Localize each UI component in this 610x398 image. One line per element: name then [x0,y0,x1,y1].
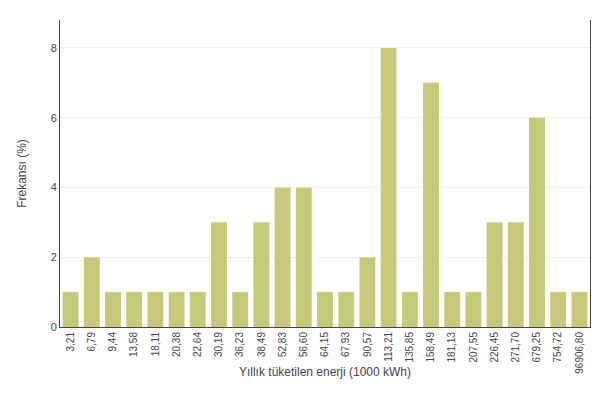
svg-text:96906,80: 96906,80 [574,332,585,374]
svg-text:Frekansı (%): Frekansı (%) [15,139,29,208]
svg-text:67,93: 67,93 [340,332,351,357]
svg-text:52,83: 52,83 [277,332,288,357]
svg-text:679,25: 679,25 [531,332,542,363]
svg-text:6,79: 6,79 [86,332,97,352]
svg-text:64,15: 64,15 [319,332,330,357]
svg-text:9,44: 9,44 [107,332,118,352]
svg-text:90,57: 90,57 [362,332,373,357]
svg-text:36,23: 36,23 [234,332,245,357]
svg-text:30,19: 30,19 [213,332,224,357]
svg-text:271,70: 271,70 [510,332,521,363]
svg-text:226,45: 226,45 [489,332,500,363]
svg-text:22,64: 22,64 [192,332,203,357]
svg-text:135,85: 135,85 [404,332,415,363]
svg-text:754,72: 754,72 [552,332,563,363]
svg-text:20,38: 20,38 [171,332,182,357]
svg-text:56,60: 56,60 [298,332,309,357]
svg-text:181,13: 181,13 [446,332,457,363]
svg-text:13,58: 13,58 [128,332,139,357]
svg-text:0: 0 [51,321,57,333]
svg-text:3,21: 3,21 [65,332,76,352]
svg-text:2: 2 [51,251,57,263]
svg-text:8: 8 [51,42,57,54]
svg-text:113,21: 113,21 [383,332,394,362]
svg-text:207,55: 207,55 [468,332,479,363]
svg-text:Yıllık tüketilen enerji (1000: Yıllık tüketilen enerji (1000 kWh) [239,365,411,379]
svg-text:6: 6 [51,112,57,124]
svg-text:38,49: 38,49 [256,332,267,357]
svg-text:4: 4 [51,181,57,193]
svg-text:18,11: 18,11 [150,332,161,357]
svg-text:158,49: 158,49 [425,332,436,363]
